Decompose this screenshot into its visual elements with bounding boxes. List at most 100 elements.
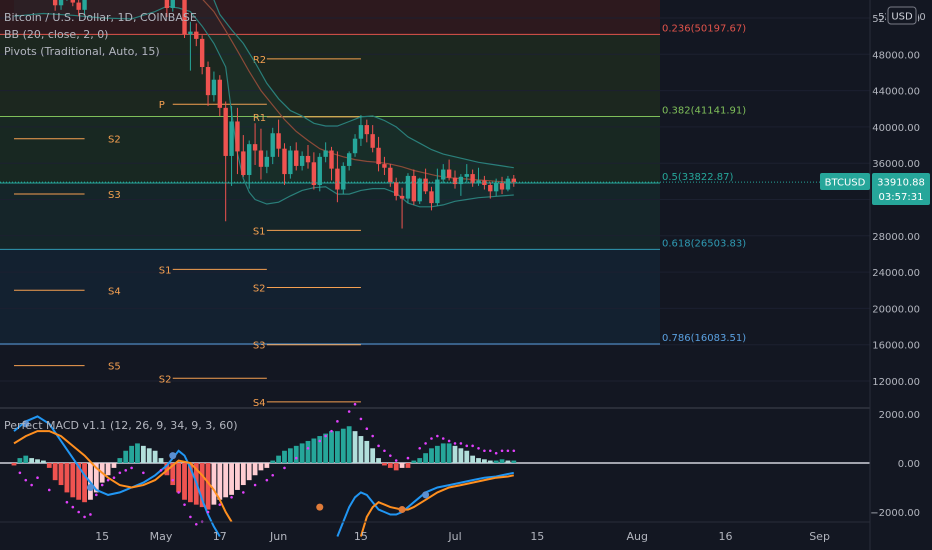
macd-histogram-bar	[58, 463, 64, 486]
fib-label: 0.618(26503.83)	[662, 238, 746, 249]
pivot-label: S3	[108, 190, 121, 201]
macd-histogram-bar	[135, 443, 140, 463]
macd-dot	[36, 476, 39, 480]
candle	[394, 177, 399, 201]
macd-histogram-bar	[299, 443, 305, 463]
candle-body	[464, 174, 469, 177]
legend-bb[interactable]: BB (20, close, 2, 0)	[4, 28, 108, 41]
time-axis[interactable]: 15 May 17 Jun 15 Jul 15 Aug 16 Sep	[95, 530, 830, 543]
macd-dot	[24, 478, 28, 482]
candle	[335, 151, 340, 203]
macd-signal-line	[13, 430, 233, 523]
candle	[194, 23, 199, 47]
macd-dot	[283, 466, 286, 470]
candle	[411, 169, 417, 205]
fib-zone	[0, 0, 660, 35]
legend-macd[interactable]: Perfect MACD v1.1 (12, 26, 9, 34, 9, 3, …	[4, 419, 238, 432]
macd-cross-marker	[169, 452, 177, 460]
macd-histogram-bar	[93, 463, 99, 493]
candle	[82, 0, 87, 15]
candle-body	[346, 153, 352, 166]
macd-dot	[242, 491, 245, 494]
macd-dot	[100, 483, 104, 487]
candle-body	[299, 155, 305, 166]
macd-dot	[459, 442, 463, 445]
currency-button[interactable]: USD	[887, 6, 917, 25]
macd-dot	[265, 478, 269, 482]
candle	[346, 151, 352, 171]
candle-body	[329, 150, 334, 169]
macd-dot	[83, 515, 86, 519]
pivot-label: S4	[253, 398, 266, 409]
candle	[464, 164, 469, 183]
candle-body	[211, 79, 217, 96]
price-tick-label: 16000.00	[872, 341, 920, 352]
fib-zone	[0, 116, 660, 183]
candle-body	[294, 150, 299, 166]
candle-body	[247, 144, 252, 175]
candle	[329, 146, 334, 181]
price-label-group: BTCUSD 33910.88 03:57:31	[820, 173, 930, 205]
macd-histogram-bar	[46, 463, 52, 468]
macd-dot	[106, 478, 110, 482]
macd-histogram-bar	[70, 463, 76, 498]
macd-dot	[47, 488, 51, 492]
macd-histogram-bar	[29, 458, 35, 463]
price-tick-label: 12000.00	[872, 377, 920, 388]
candle	[405, 173, 411, 204]
bar-countdown: 03:57:31	[879, 192, 924, 203]
candle-body	[223, 107, 228, 156]
candle-body	[417, 178, 422, 202]
macd-dot	[477, 447, 480, 450]
candle-body	[194, 31, 199, 39]
candle-body	[441, 169, 446, 180]
currency-badge-box	[887, 6, 917, 25]
legend-symbol[interactable]: Bitcoin / U.S. Dollar, 1D, COINBASE	[4, 11, 197, 24]
candle-body	[258, 150, 264, 167]
macd-histogram-bar	[287, 448, 293, 463]
candle	[294, 142, 299, 171]
macd-histogram-bar	[223, 463, 229, 498]
macd-histogram-bar	[364, 440, 370, 463]
macd-tick-label: 0.00	[898, 459, 920, 470]
macd-histogram-bar	[170, 463, 176, 486]
fib-label: 0.382(41141.91)	[662, 106, 746, 117]
candle	[235, 107, 240, 175]
macd-histogram-bar	[470, 455, 476, 463]
price-tick-label: 44000.00	[872, 87, 920, 98]
macd-histogram-bar	[405, 463, 411, 468]
macd-dot	[230, 496, 233, 499]
macd-dot	[118, 471, 122, 475]
macd-histogram-bar	[270, 460, 276, 463]
macd-histogram-bar	[276, 455, 281, 463]
legend-pivots[interactable]: Pivots (Traditional, Auto, 15)	[4, 45, 160, 58]
price-tick-label: 40000.00	[872, 123, 920, 134]
time-tick-label: Aug	[627, 530, 648, 543]
macd-dot	[365, 427, 369, 431]
time-tick-label: May	[150, 530, 173, 543]
macd-axis[interactable]: 2000.00 0.00 −2000.00	[870, 410, 920, 519]
last-price-box	[872, 173, 930, 205]
candle	[217, 75, 222, 117]
fib-zone	[0, 249, 660, 344]
candle-body	[317, 156, 322, 185]
macd-dot	[418, 447, 422, 450]
candle	[311, 152, 317, 190]
macd-histogram-bar	[11, 463, 17, 466]
bb-upper	[213, 0, 514, 169]
candle-body	[499, 183, 505, 190]
macd-cross-marker	[86, 484, 94, 491]
macd-dot	[177, 491, 180, 494]
candle	[388, 164, 393, 187]
macd-dot	[324, 434, 327, 438]
macd-histogram-bar	[346, 426, 352, 463]
macd-histogram-bar	[476, 458, 481, 463]
macd-histogram-bar	[323, 433, 329, 463]
price-tick-label: 24000.00	[872, 268, 920, 279]
candle	[317, 153, 322, 192]
candle	[211, 71, 217, 102]
candle-body	[323, 150, 328, 157]
candles[interactable]	[12, 0, 516, 229]
bb-basis	[202, 0, 514, 183]
